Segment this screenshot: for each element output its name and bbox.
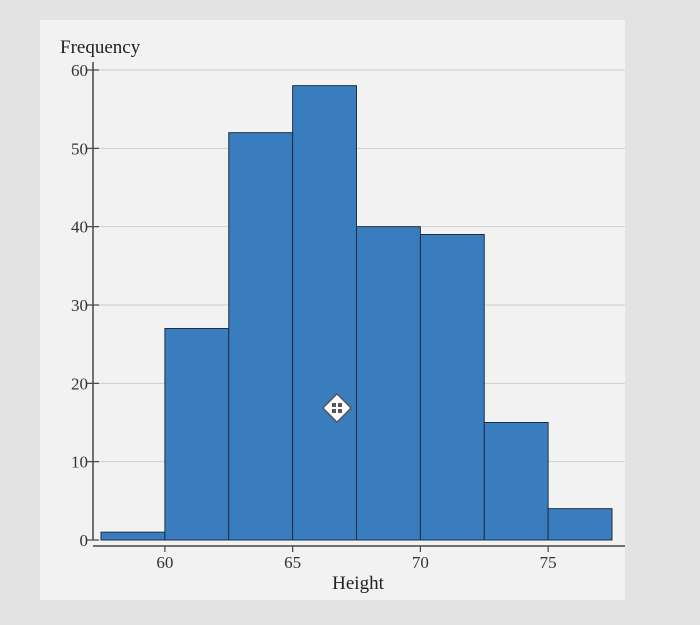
histogram-bar[interactable] — [419, 234, 485, 541]
y-tick-label: 50 — [71, 139, 88, 158]
y-axis-title: Frequency — [60, 37, 141, 58]
histogram-bar[interactable] — [483, 422, 549, 541]
histogram-bar[interactable] — [164, 328, 230, 541]
histogram-bar[interactable] — [547, 508, 613, 541]
y-tick-label: 0 — [80, 531, 89, 550]
x-tick-label: 60 — [156, 553, 173, 572]
axes: 0 10 20 30 40 50 60 60 65 70 75 — [71, 61, 625, 572]
histogram-bar[interactable] — [228, 132, 294, 541]
histogram-bar[interactable] — [100, 531, 166, 541]
y-tick-label: 40 — [71, 218, 88, 237]
x-tick-label: 70 — [412, 553, 429, 572]
histogram-bar[interactable] — [356, 226, 421, 541]
y-tick-label: 20 — [71, 374, 88, 393]
x-tick-label: 65 — [284, 553, 301, 572]
y-tick-label: 60 — [71, 61, 88, 80]
move-handle-icon[interactable] — [321, 392, 353, 424]
y-tick-label: 30 — [71, 296, 88, 315]
x-tick-label: 75 — [540, 553, 557, 572]
y-tick-label: 10 — [71, 453, 88, 472]
histogram-bars — [100, 85, 613, 541]
x-axis-title: Height — [332, 573, 384, 594]
histogram-bar[interactable] — [292, 85, 357, 541]
